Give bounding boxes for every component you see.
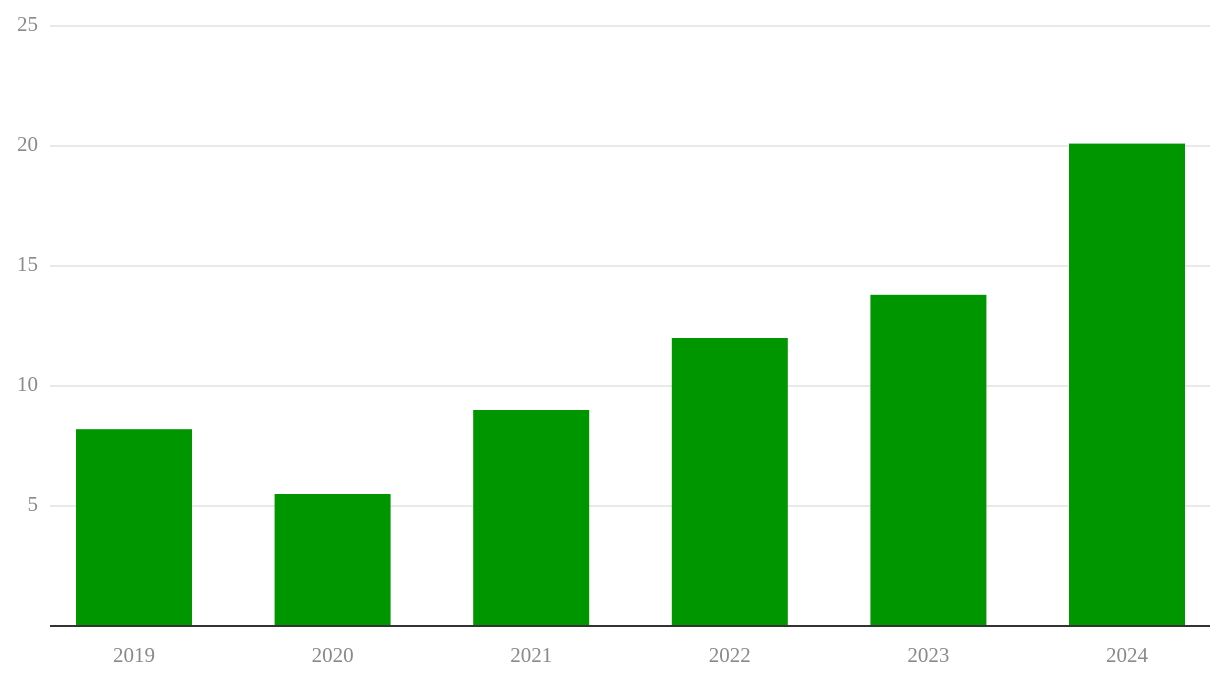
y-tick-label: 10 xyxy=(17,372,38,396)
bar xyxy=(274,494,391,626)
y-tick-label: 25 xyxy=(17,12,38,36)
x-tick-label: 2021 xyxy=(510,643,552,667)
x-tick-label: 2020 xyxy=(312,643,354,667)
x-tick-label: 2023 xyxy=(907,643,949,667)
bar xyxy=(473,410,590,626)
bar xyxy=(76,429,192,626)
x-tick-label: 2019 xyxy=(113,643,155,667)
x-tick-label: 2024 xyxy=(1106,643,1149,667)
bar xyxy=(671,338,788,626)
y-tick-label: 15 xyxy=(17,252,38,276)
y-tick-label: 5 xyxy=(28,492,39,516)
bar xyxy=(870,294,987,626)
x-tick-label: 2022 xyxy=(709,643,751,667)
y-tick-label: 20 xyxy=(17,132,38,156)
bar xyxy=(1069,143,1185,626)
